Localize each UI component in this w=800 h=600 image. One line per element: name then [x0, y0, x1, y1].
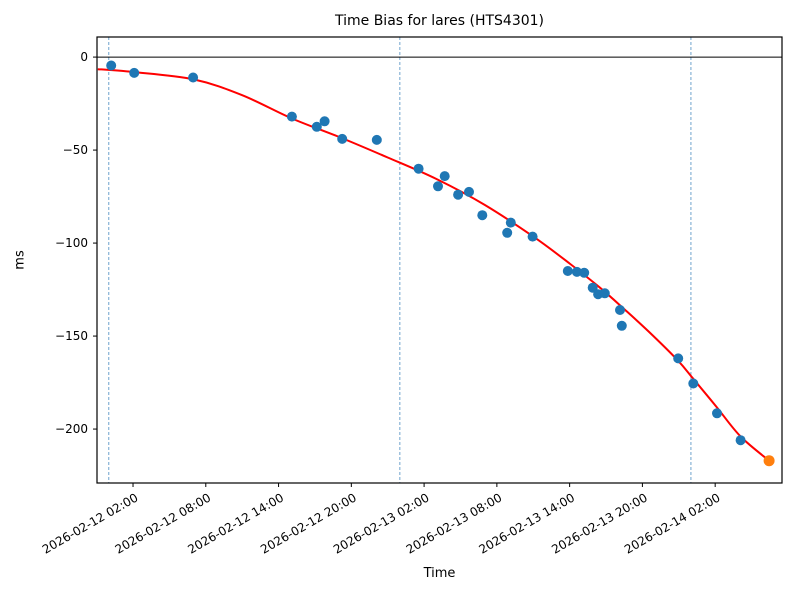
data-point	[413, 163, 424, 174]
data-point	[571, 266, 582, 277]
y-tick-label: −150	[55, 329, 88, 343]
x-axis-label: Time	[423, 566, 456, 581]
data-point	[439, 171, 450, 182]
data-point	[311, 121, 322, 132]
y-tick-label: −50	[63, 143, 88, 157]
data-point	[129, 67, 140, 78]
data-point	[453, 189, 464, 200]
data-point	[599, 288, 610, 299]
data-point	[615, 305, 625, 315]
data-point	[286, 111, 297, 122]
y-tick-label: −200	[55, 422, 88, 436]
data-point	[319, 116, 330, 127]
data-point	[688, 378, 699, 389]
y-tick-label: −100	[55, 236, 88, 250]
data-point	[477, 210, 488, 221]
data-point	[371, 134, 382, 145]
data-point	[106, 60, 117, 71]
data-point	[735, 435, 746, 446]
chart-title: Time Bias for lares (HTS4301)	[334, 13, 545, 29]
latest-data-point	[763, 455, 775, 467]
data-point	[188, 72, 199, 83]
data-point	[562, 266, 573, 276]
data-point	[527, 231, 538, 242]
data-point	[502, 227, 513, 238]
fit-curve-line	[97, 68, 770, 462]
data-point	[505, 217, 516, 228]
data-point	[337, 133, 348, 144]
data-point	[712, 408, 722, 419]
data-point	[433, 181, 443, 192]
data-point	[673, 353, 684, 364]
axes-frame	[96, 36, 783, 484]
data-point	[616, 320, 627, 331]
y-tick-label: 0	[80, 50, 88, 64]
data-point	[464, 186, 474, 197]
data-point	[579, 267, 590, 278]
